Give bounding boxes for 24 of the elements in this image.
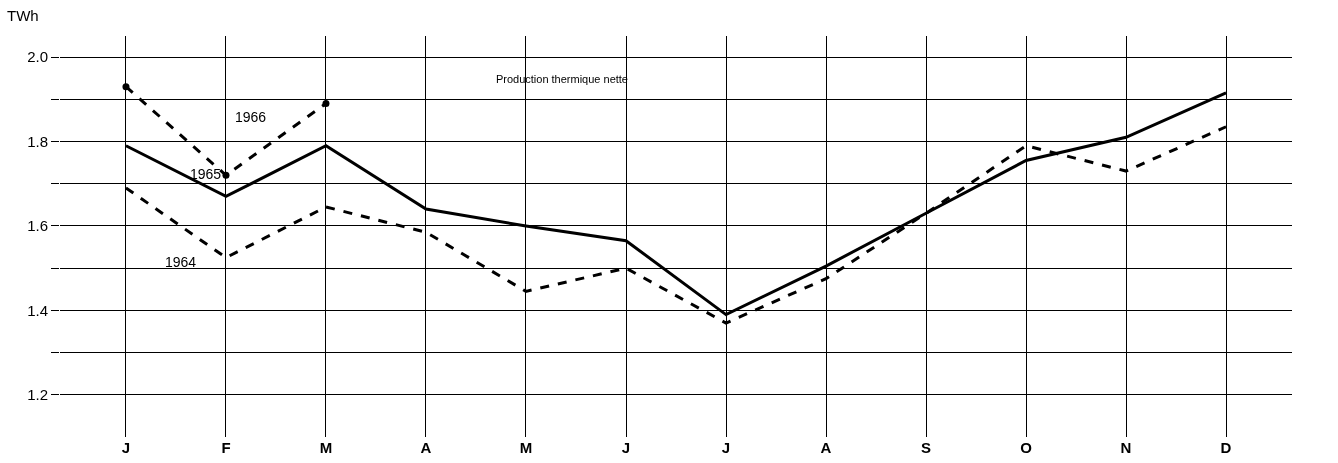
x-tick-label: A bbox=[420, 439, 432, 456]
x-tick-label: J bbox=[621, 439, 631, 456]
y-tick-label: 1.8 bbox=[27, 132, 48, 150]
x-tick-label: N bbox=[1120, 439, 1132, 456]
x-tick-label: S bbox=[921, 439, 932, 456]
x-tick-label: A bbox=[820, 439, 832, 456]
series-label: 1965 bbox=[190, 166, 222, 182]
y-tick-label: 1.2 bbox=[27, 386, 48, 404]
y-tick-label: 1.4 bbox=[27, 301, 48, 319]
y-tick-label: 2.0 bbox=[27, 48, 48, 66]
point bbox=[222, 171, 230, 179]
y-axis-title: TWh bbox=[7, 7, 39, 24]
point bbox=[122, 83, 130, 91]
series-label: 1966 bbox=[235, 109, 267, 125]
x-tick-label: O bbox=[1020, 439, 1033, 456]
x-tick-label: M bbox=[519, 439, 533, 456]
series-label: 1964 bbox=[165, 254, 197, 270]
x-tick-label: F bbox=[221, 439, 231, 456]
x-tick-label: J bbox=[121, 439, 131, 456]
x-tick-label: D bbox=[1220, 439, 1232, 456]
x-tick-label: M bbox=[319, 439, 333, 456]
point bbox=[322, 100, 330, 108]
y-tick-label: 1.6 bbox=[27, 217, 48, 235]
x-tick-label: J bbox=[721, 439, 731, 456]
